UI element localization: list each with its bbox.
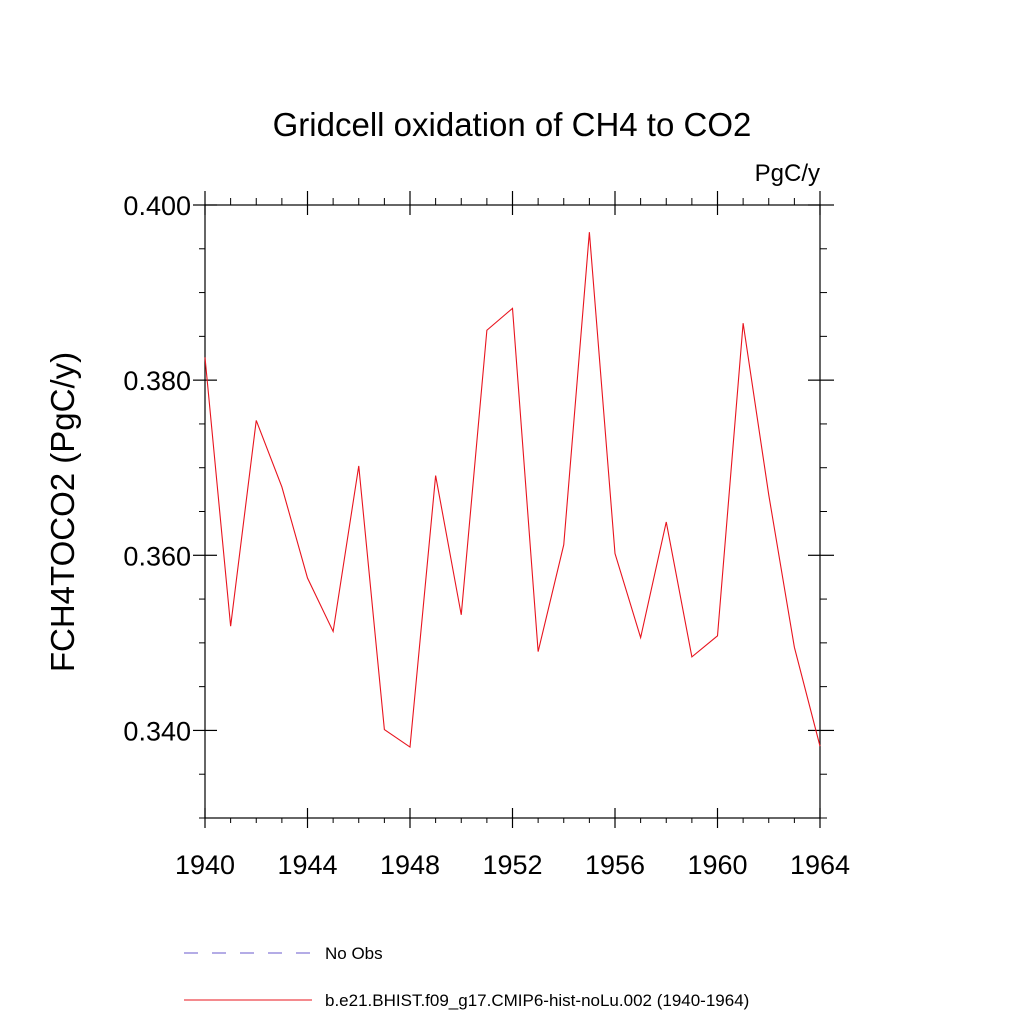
x-tick-label: 1960 <box>687 850 747 880</box>
y-tick-label: 0.340 <box>123 716 191 746</box>
legend-label: b.e21.BHIST.f09_g17.CMIP6-hist-noLu.002 … <box>325 991 749 1010</box>
x-tick-label: 1940 <box>175 850 235 880</box>
y-tick-label: 0.380 <box>123 366 191 396</box>
x-tick-label: 1956 <box>585 850 645 880</box>
y-axis-label: FCH4TOCO2 (PgC/y) <box>44 352 81 672</box>
series-line <box>204 232 821 749</box>
chart-title: Gridcell oxidation of CH4 to CO2 <box>273 106 752 143</box>
x-tick-label: 1948 <box>380 850 440 880</box>
units-label: PgC/y <box>755 160 820 187</box>
x-tick-label: 1952 <box>482 850 542 880</box>
legend-label: No Obs <box>325 944 383 963</box>
y-tick-label: 0.360 <box>123 541 191 571</box>
y-tick-label: 0.400 <box>123 191 191 221</box>
x-tick-label: 1944 <box>277 850 337 880</box>
x-tick-label: 1964 <box>790 850 850 880</box>
plot-area: 1940 1944 1948 1952 1956 1960 1964 0.340 0.360 0.… <box>123 191 850 880</box>
legend: No Obs b.e21.BHIST.f09_g17.CMIP6-hist-noL… <box>184 944 749 1010</box>
